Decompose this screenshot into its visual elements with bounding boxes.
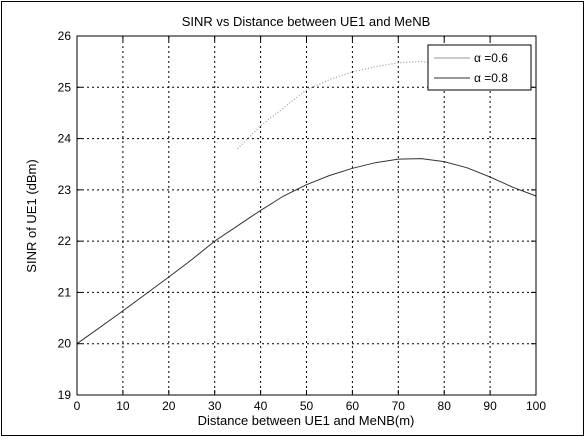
series-line-alpha-0.6 <box>237 60 468 150</box>
y-tick-label: 24 <box>58 132 72 146</box>
y-tick-label: 25 <box>58 80 72 94</box>
series-line-alpha-0.8 <box>76 158 537 345</box>
x-tick-label: 90 <box>483 399 497 413</box>
legend-label-alpha-0.8: α =0.8 <box>474 71 508 85</box>
x-axis-label: Distance between UE1 and MeNB(m) <box>198 413 415 428</box>
x-tick-label: 10 <box>116 399 130 413</box>
axis-ticks: 0 10 20 30 40 50 60 70 80 90 100 19 20 21 22 23 24 25 26 <box>58 29 547 413</box>
chart-title: SINR vs Distance between UE1 and MeNB <box>182 14 431 29</box>
y-tick-label: 23 <box>58 183 72 197</box>
y-tick-label: 20 <box>58 337 72 351</box>
y-tick-label: 22 <box>58 234 72 248</box>
legend-label-alpha-0.6: α =0.6 <box>474 51 508 65</box>
y-tick-label: 26 <box>58 29 72 43</box>
x-tick-label: 70 <box>392 399 406 413</box>
x-tick-label: 20 <box>162 399 176 413</box>
x-tick-label: 0 <box>74 399 81 413</box>
x-tick-label: 50 <box>300 399 314 413</box>
x-tick-label: 60 <box>346 399 360 413</box>
series-lines <box>76 60 537 345</box>
grid-lines <box>77 36 536 395</box>
legend-box <box>427 44 532 91</box>
x-tick-label: 40 <box>254 399 268 413</box>
y-tick-label: 21 <box>58 285 72 299</box>
legend: α =0.6 α =0.8 <box>427 44 532 91</box>
x-tick-label: 30 <box>208 399 222 413</box>
y-tick-label: 19 <box>58 388 72 402</box>
y-axis-label: SINR of UE1 (dBm) <box>24 159 39 272</box>
x-tick-label: 100 <box>526 399 546 413</box>
x-tick-label: 80 <box>438 399 452 413</box>
